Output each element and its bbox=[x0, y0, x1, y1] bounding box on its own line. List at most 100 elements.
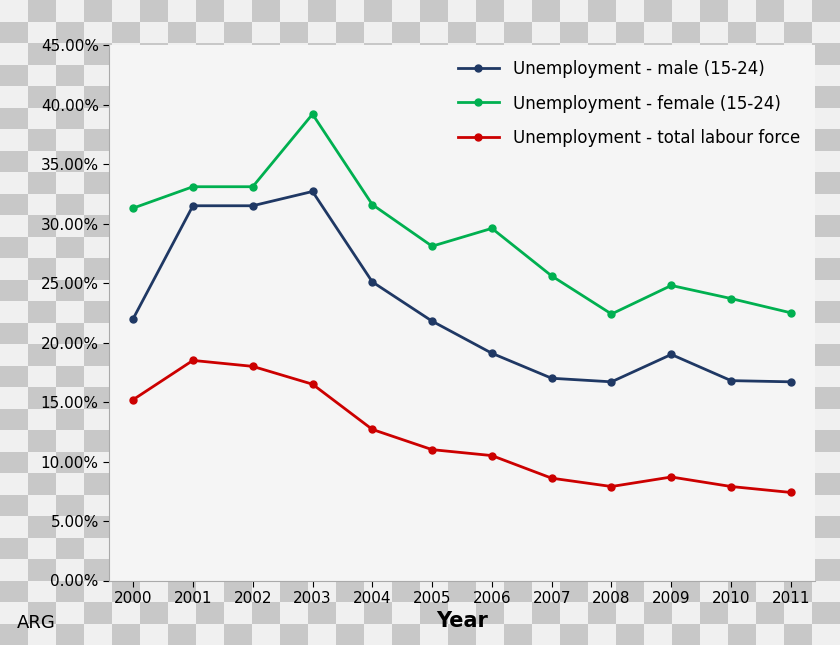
Bar bbox=[392, 559, 420, 580]
Bar bbox=[196, 387, 224, 408]
Bar bbox=[560, 150, 588, 172]
Bar bbox=[756, 602, 784, 624]
Bar bbox=[728, 387, 756, 408]
Bar bbox=[420, 0, 448, 21]
Unemployment - male (15-24) bbox=[786, 378, 796, 386]
Bar bbox=[364, 279, 392, 301]
Bar bbox=[0, 108, 28, 129]
Bar bbox=[756, 258, 784, 279]
Bar bbox=[252, 301, 280, 322]
Bar bbox=[420, 129, 448, 150]
Bar bbox=[56, 129, 84, 150]
Bar bbox=[84, 473, 112, 495]
Bar bbox=[84, 258, 112, 279]
Bar bbox=[392, 473, 420, 495]
Bar bbox=[28, 451, 56, 473]
Bar bbox=[700, 537, 728, 559]
Bar bbox=[280, 301, 308, 322]
Bar bbox=[504, 86, 532, 108]
Bar bbox=[644, 129, 672, 150]
Unemployment - female (15-24) bbox=[606, 310, 617, 318]
Bar bbox=[0, 495, 28, 516]
Bar bbox=[448, 580, 476, 602]
Bar bbox=[476, 580, 504, 602]
Bar bbox=[784, 237, 812, 258]
Bar bbox=[532, 602, 560, 624]
Bar bbox=[504, 602, 532, 624]
Bar bbox=[280, 408, 308, 430]
Bar bbox=[224, 580, 252, 602]
Bar bbox=[532, 387, 560, 408]
Bar bbox=[84, 602, 112, 624]
Bar bbox=[812, 258, 840, 279]
Bar bbox=[140, 366, 168, 387]
Bar bbox=[308, 430, 336, 452]
Bar bbox=[280, 495, 308, 516]
Bar bbox=[196, 150, 224, 172]
Bar bbox=[784, 172, 812, 194]
Bar bbox=[308, 301, 336, 322]
Bar bbox=[28, 580, 56, 602]
Bar bbox=[532, 172, 560, 194]
Bar bbox=[756, 451, 784, 473]
Bar bbox=[756, 387, 784, 408]
Bar bbox=[0, 408, 28, 430]
Bar bbox=[336, 559, 364, 580]
Bar bbox=[28, 237, 56, 258]
Bar bbox=[700, 516, 728, 537]
Bar bbox=[672, 0, 700, 21]
Bar bbox=[28, 108, 56, 129]
Bar bbox=[448, 366, 476, 387]
Bar bbox=[476, 279, 504, 301]
Bar bbox=[280, 537, 308, 559]
Bar bbox=[644, 516, 672, 537]
Bar bbox=[560, 451, 588, 473]
Bar bbox=[140, 322, 168, 344]
Bar bbox=[532, 86, 560, 108]
Bar bbox=[0, 430, 28, 452]
Bar bbox=[196, 258, 224, 279]
Bar bbox=[756, 537, 784, 559]
Bar bbox=[420, 215, 448, 237]
Bar bbox=[0, 0, 28, 21]
Bar bbox=[140, 237, 168, 258]
Bar bbox=[336, 624, 364, 645]
Bar bbox=[644, 408, 672, 430]
Bar bbox=[252, 430, 280, 452]
Bar bbox=[560, 408, 588, 430]
Bar bbox=[252, 279, 280, 301]
Bar bbox=[0, 580, 28, 602]
Bar bbox=[224, 408, 252, 430]
Bar bbox=[224, 237, 252, 258]
Unemployment - total labour force bbox=[726, 482, 736, 490]
Bar bbox=[420, 64, 448, 86]
Bar bbox=[728, 64, 756, 86]
Bar bbox=[168, 258, 196, 279]
Bar bbox=[420, 559, 448, 580]
Bar bbox=[252, 108, 280, 129]
Bar bbox=[756, 495, 784, 516]
Bar bbox=[336, 150, 364, 172]
Bar bbox=[140, 150, 168, 172]
Bar bbox=[532, 108, 560, 129]
Bar bbox=[700, 21, 728, 43]
Bar bbox=[280, 86, 308, 108]
Bar bbox=[140, 344, 168, 366]
Bar bbox=[560, 516, 588, 537]
Bar bbox=[812, 0, 840, 21]
Bar bbox=[616, 322, 644, 344]
Bar bbox=[84, 516, 112, 537]
Bar bbox=[784, 108, 812, 129]
Unemployment - total labour force bbox=[487, 451, 497, 459]
Bar bbox=[672, 408, 700, 430]
Bar bbox=[504, 194, 532, 215]
Bar bbox=[364, 301, 392, 322]
Bar bbox=[308, 559, 336, 580]
Bar bbox=[336, 495, 364, 516]
Bar bbox=[392, 150, 420, 172]
Bar bbox=[812, 150, 840, 172]
Bar bbox=[252, 215, 280, 237]
Bar bbox=[280, 366, 308, 387]
Bar bbox=[84, 129, 112, 150]
Bar bbox=[644, 366, 672, 387]
